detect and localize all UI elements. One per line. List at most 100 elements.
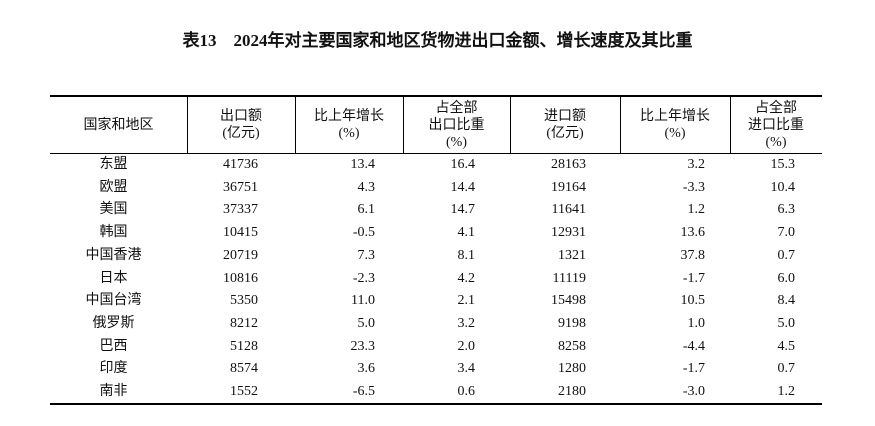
data-cell: -4.4 xyxy=(682,338,705,354)
header-line: (%) xyxy=(664,126,686,141)
data-cell: 13.4 xyxy=(350,157,376,172)
header-line: 进口比重 xyxy=(748,117,804,133)
data-cell: 0.7 xyxy=(777,361,796,377)
data-cell: -3.0 xyxy=(682,384,705,399)
row-label: 南非 xyxy=(99,384,128,399)
column-divider xyxy=(620,97,621,153)
data-cell: 10.4 xyxy=(770,179,796,195)
data-cell: 0.7 xyxy=(777,247,796,263)
header-line: 国家和地区 xyxy=(83,117,154,133)
table-title: 表13 2024年对主要国家和地区货物进出口金额、增长速度及其比重 xyxy=(182,31,693,50)
data-cell: 0.6 xyxy=(457,384,476,399)
header-line: 占全部 xyxy=(755,100,797,116)
column-divider xyxy=(510,97,511,153)
data-cell: 8258 xyxy=(558,338,586,354)
row-label: 中国台湾 xyxy=(85,293,142,309)
data-cell: 5.0 xyxy=(357,315,376,331)
data-cell: -2.3 xyxy=(352,270,375,286)
column-divider xyxy=(403,97,404,153)
header-line: 比上年增长 xyxy=(314,109,384,124)
header-cell: 占全部 进口比重 (%) xyxy=(730,97,822,153)
data-cell: 1.2 xyxy=(777,384,796,399)
row-label: 中国香港 xyxy=(85,247,142,263)
data-cell: 14.7 xyxy=(450,202,476,218)
row-label: 俄罗斯 xyxy=(92,315,135,331)
data-cell: 19164 xyxy=(551,179,586,195)
data-cell: 1321 xyxy=(558,247,586,263)
data-cell: 8574 xyxy=(230,361,258,377)
data-cell: 2180 xyxy=(558,384,586,399)
header-cell: 国家和地区 xyxy=(50,97,187,153)
data-cell: 11641 xyxy=(551,202,586,218)
data-cell: 4.5 xyxy=(777,338,796,354)
data-cell: -3.3 xyxy=(682,179,705,195)
data-cell: 15498 xyxy=(551,293,586,309)
row-label: 巴西 xyxy=(99,338,128,354)
data-cell: 1552 xyxy=(230,384,258,399)
row-label: 印度 xyxy=(99,361,128,377)
data-cell: 16.4 xyxy=(450,157,476,172)
row-label: 美国 xyxy=(99,202,128,218)
header-line: (亿元) xyxy=(546,126,584,141)
header-line: (%) xyxy=(765,134,787,150)
data-cell: 4.3 xyxy=(357,179,376,195)
data-cell: 6.3 xyxy=(777,202,796,218)
data-cell: 11.0 xyxy=(351,293,375,309)
data-cell: 20719 xyxy=(223,247,258,263)
data-cell: 10415 xyxy=(223,225,258,241)
data-cell: 9198 xyxy=(558,315,586,331)
data-cell: 12931 xyxy=(551,225,586,241)
header-cell: 比上年增长 (%) xyxy=(620,97,730,153)
data-cell: 6.1 xyxy=(357,202,376,218)
data-cell: -1.7 xyxy=(682,270,705,286)
row-label: 欧盟 xyxy=(99,179,128,195)
data-cell: 37.8 xyxy=(680,247,706,263)
data-cell: 5350 xyxy=(230,293,258,309)
data-cell: 15.3 xyxy=(770,157,796,172)
row-label: 韩国 xyxy=(99,225,128,241)
data-cell: 7.3 xyxy=(357,247,376,263)
row-label: 东盟 xyxy=(99,157,128,172)
header-cell: 比上年增长 (%) xyxy=(295,97,403,153)
data-cell: 8.4 xyxy=(777,293,796,309)
data-cell: 3.2 xyxy=(457,315,476,331)
data-cell: -1.7 xyxy=(682,361,705,377)
data-cell: 37337 xyxy=(223,202,258,218)
top-rule xyxy=(50,95,822,97)
header-line: 出口额 xyxy=(220,109,262,124)
data-cell: -6.5 xyxy=(352,384,375,399)
column-divider xyxy=(187,97,188,153)
data-cell: 10.5 xyxy=(680,293,706,309)
data-cell: 41736 xyxy=(223,157,258,172)
data-cell: 2.1 xyxy=(457,293,476,309)
column-divider xyxy=(295,97,296,153)
data-cell: 3.2 xyxy=(687,157,706,172)
data-cell: 6.0 xyxy=(777,270,796,286)
bottom-rule xyxy=(50,403,822,405)
header-line: (%) xyxy=(446,134,467,150)
data-cell: 4.1 xyxy=(457,225,476,241)
header-line: 占全部 xyxy=(435,100,478,116)
data-cell: 8212 xyxy=(230,315,258,331)
data-cell: -0.5 xyxy=(352,225,375,241)
header-cell: 进口额 (亿元) xyxy=(510,97,620,153)
data-cell: 23.3 xyxy=(350,338,376,354)
data-cell: 1.0 xyxy=(687,315,706,331)
row-label: 日本 xyxy=(99,270,128,286)
data-cell: 14.4 xyxy=(450,179,476,195)
header-line: 比上年增长 xyxy=(640,109,710,124)
data-cell: 28163 xyxy=(551,157,586,172)
data-cell: 36751 xyxy=(223,179,258,195)
data-cell: 7.0 xyxy=(777,225,796,241)
data-cell: 2.0 xyxy=(457,338,476,354)
header-cell: 占全部 出口比重 (%) xyxy=(403,97,510,153)
data-cell: 1.2 xyxy=(687,202,706,218)
data-cell: 10816 xyxy=(223,270,258,286)
header-line: (%) xyxy=(338,126,360,141)
header-line: (亿元) xyxy=(222,126,260,141)
header-line: 出口比重 xyxy=(428,117,485,133)
data-cell: 5128 xyxy=(230,338,258,354)
data-cell: 5.0 xyxy=(777,315,796,331)
data-cell: 3.4 xyxy=(457,361,476,377)
